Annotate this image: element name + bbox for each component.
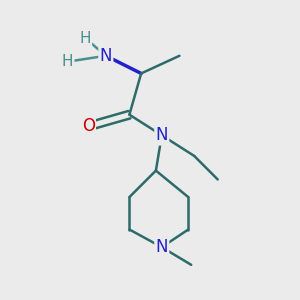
Text: N: N xyxy=(155,126,168,144)
Text: N: N xyxy=(155,238,168,256)
Text: H: H xyxy=(80,31,91,46)
Text: N: N xyxy=(100,47,112,65)
Text: H: H xyxy=(62,54,73,69)
Text: O: O xyxy=(82,117,95,135)
